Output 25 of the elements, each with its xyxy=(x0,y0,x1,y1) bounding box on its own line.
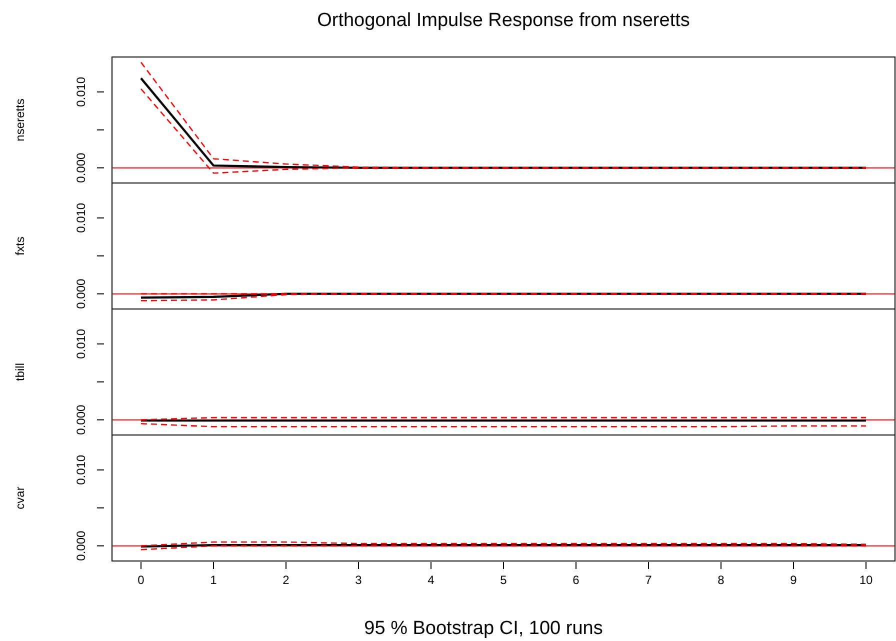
y-tick-label: 0.000 xyxy=(74,530,88,561)
y-tick-label: 0.000 xyxy=(74,152,88,183)
x-tick-label: 4 xyxy=(428,573,435,587)
x-tick-label: 5 xyxy=(500,573,508,587)
x-tick-label: 0 xyxy=(138,573,145,587)
y-axis-title: nseretts xyxy=(13,98,27,142)
y-tick-label: 0.000 xyxy=(74,278,88,309)
x-tick-label: 2 xyxy=(282,573,290,587)
y-tick-label: 0.010 xyxy=(74,202,88,233)
chart-title: Orthogonal Impulse Response from nseretts xyxy=(317,10,690,31)
x-tick-label: 10 xyxy=(859,573,873,587)
y-axis-title: fxts xyxy=(13,236,27,256)
x-tick-label: 6 xyxy=(572,573,580,587)
x-tick-label: 7 xyxy=(645,573,652,587)
x-tick-label: 3 xyxy=(355,573,362,587)
x-tick-label: 9 xyxy=(790,573,798,587)
x-axis-title: 95 % Bootstrap CI, 100 runs xyxy=(364,618,603,639)
y-axis-title: tbill xyxy=(13,362,27,382)
y-axis-title: cvar xyxy=(13,486,27,510)
y-tick-label: 0.010 xyxy=(74,454,88,485)
x-tick-label: 8 xyxy=(718,573,725,587)
x-tick-label: 1 xyxy=(210,573,218,587)
y-tick-label: 0.010 xyxy=(74,76,88,107)
y-tick-label: 0.010 xyxy=(74,328,88,359)
y-tick-label: 0.000 xyxy=(74,404,88,435)
